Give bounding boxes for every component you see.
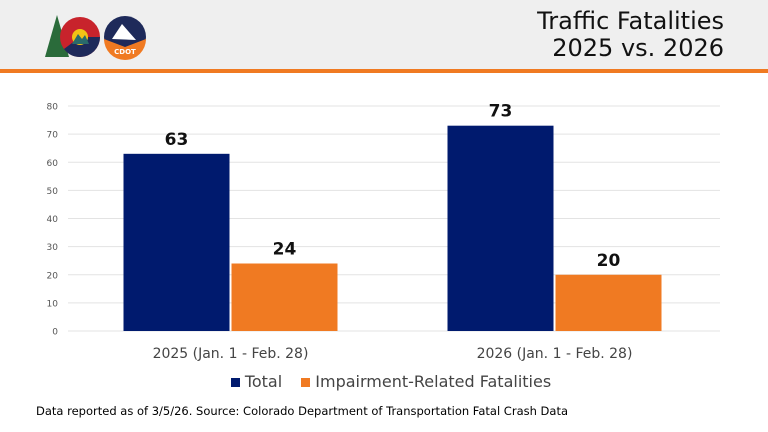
y-tick-label: 50 bbox=[47, 187, 59, 197]
bar bbox=[555, 274, 662, 331]
x-tick-label: 2026 (Jan. 1 - Feb. 28) bbox=[477, 346, 633, 362]
title-line-2: 2025 vs. 2026 bbox=[552, 34, 724, 62]
bar bbox=[123, 153, 230, 331]
logos: CDOT bbox=[40, 12, 160, 66]
data-label: 20 bbox=[597, 251, 621, 271]
y-tick-label: 70 bbox=[47, 131, 59, 141]
bar bbox=[231, 263, 338, 331]
page-title: Traffic Fatalities 2025 vs. 2026 bbox=[537, 8, 724, 62]
legend-total: Total bbox=[244, 372, 283, 391]
y-tick-label: 10 bbox=[47, 299, 59, 309]
legend-swatch-impairment bbox=[301, 378, 311, 387]
x-tick-label: 2025 (Jan. 1 - Feb. 28) bbox=[153, 346, 309, 362]
y-tick-label: 30 bbox=[47, 243, 59, 253]
bar bbox=[447, 125, 554, 331]
data-label: 24 bbox=[273, 240, 297, 260]
legend: Total Impairment-Related Fatalities bbox=[0, 372, 768, 391]
y-tick-label: 0 bbox=[52, 328, 58, 338]
bar-chart: 0 10 20 30 40 50 60 70 80 63 24 2025 (Jan. 1 - Feb.… bbox=[47, 102, 720, 362]
y-tick-label: 60 bbox=[47, 159, 59, 169]
legend-impairment: Impairment-Related Fatalities bbox=[315, 372, 552, 391]
y-tick-label: 40 bbox=[47, 215, 59, 225]
data-label: 63 bbox=[165, 130, 189, 150]
source-note: Data reported as of 3/5/26. Source: Colo… bbox=[36, 404, 569, 418]
y-tick-label: 80 bbox=[47, 103, 59, 113]
svg-text:CDOT: CDOT bbox=[114, 48, 136, 56]
data-label: 73 bbox=[489, 102, 513, 122]
header-divider bbox=[0, 69, 768, 73]
y-tick-label: 20 bbox=[47, 271, 59, 281]
title-line-1: Traffic Fatalities bbox=[537, 7, 724, 35]
legend-swatch-total bbox=[230, 378, 240, 387]
colorado-cdot-logo: CDOT bbox=[45, 15, 146, 60]
